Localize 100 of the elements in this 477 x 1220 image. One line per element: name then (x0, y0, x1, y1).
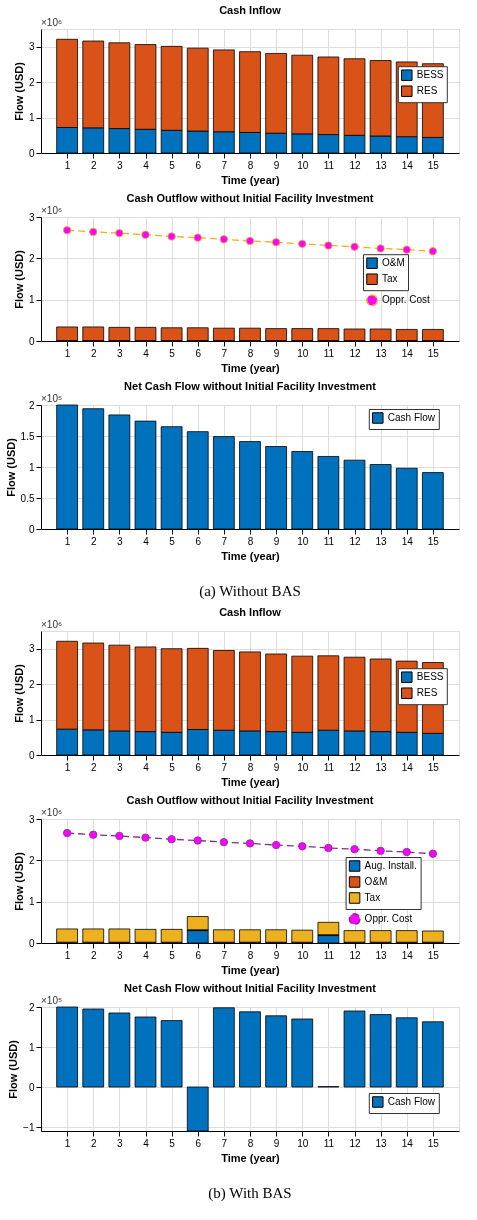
x-tick-label: 14 (401, 159, 414, 171)
x-tick-label: 12 (349, 1137, 361, 1149)
legend-label: Tax (382, 273, 398, 285)
x-tick-label: 13 (375, 347, 388, 359)
y-axis-title: Flow (USD) (7, 1039, 20, 1099)
text: ×10⁶ (41, 205, 63, 216)
x-tick-label: 1 (64, 949, 71, 961)
y-tick-label: 0 (28, 749, 35, 761)
y-axis-title: Flow (USD) (12, 851, 25, 911)
y-tick-label: 1 (28, 714, 35, 726)
legend-label: O&M (382, 257, 405, 269)
y-tick-label: 0 (28, 523, 35, 535)
x-tick-label: 12 (349, 347, 361, 359)
x-tick-label: 10 (297, 761, 309, 773)
x-tick-label: 6 (195, 535, 202, 547)
x-tick-label: 10 (297, 1137, 309, 1149)
x-tick-label: 3 (117, 159, 124, 171)
x-axis-title: Time (year) (221, 963, 281, 976)
x-tick-label: 15 (427, 535, 440, 547)
y-tick-label: 3 (28, 643, 35, 655)
x-tick-label: 9 (273, 1137, 280, 1149)
y-tick-label: 1 (28, 294, 35, 306)
x-tick-label: 2 (90, 949, 97, 961)
x-tick-label: 15 (427, 761, 440, 773)
x-tick-label: 9 (273, 761, 280, 773)
x-tick-label: 5 (169, 159, 176, 171)
chart-title: Cash Inflow (219, 606, 282, 618)
x-tick-label: 14 (401, 949, 414, 961)
x-tick-label: 11 (323, 347, 335, 359)
x-tick-label: 10 (297, 159, 309, 171)
x-tick-label: 1 (64, 535, 71, 547)
x-tick-label: 8 (247, 1137, 254, 1149)
x-tick-label: 7 (221, 347, 228, 359)
x-tick-label: 2 (90, 761, 97, 773)
x-tick-label: 15 (427, 1137, 440, 1149)
y-tick-label: 0.5 (20, 492, 35, 504)
legend-label: O&M (364, 876, 388, 887)
y-axis-title: Flow (USD) (4, 437, 17, 497)
x-tick-label: 8 (247, 159, 254, 171)
x-tick-label: 15 (427, 159, 440, 171)
legend-label: RES (416, 687, 438, 699)
x-tick-label: 2 (90, 535, 97, 547)
x-tick-label: 8 (247, 949, 254, 961)
x-tick-label: 8 (247, 535, 254, 547)
y-tick-label: 0 (28, 937, 35, 949)
chart-title: Cash Outflow without Initial Facility Investment (126, 192, 374, 204)
x-tick-label: 11 (323, 1137, 335, 1149)
x-tick-label: 3 (117, 347, 124, 359)
legend-label: Cash Flow (387, 412, 436, 423)
x-tick-label: 8 (247, 347, 254, 359)
x-tick-label: 5 (169, 761, 176, 773)
x-tick-label: 4 (143, 949, 150, 961)
x-tick-label: 13 (375, 761, 388, 773)
x-tick-label: 10 (297, 949, 309, 961)
y-tick-label: 3 (28, 813, 35, 825)
x-tick-label: 7 (221, 949, 228, 961)
x-tick-label: 7 (221, 761, 228, 773)
x-tick-label: 3 (117, 1137, 124, 1149)
x-tick-label: 1 (64, 159, 71, 171)
x-tick-label: 10 (297, 535, 309, 547)
x-tick-label: 14 (401, 535, 414, 547)
y-axis-title: Flow (USD) (12, 663, 25, 723)
text: ×10⁵ (41, 995, 63, 1006)
x-tick-label: 6 (195, 347, 202, 359)
text: (b) With BAS (208, 1185, 292, 1202)
x-axis-title: Time (year) (221, 549, 281, 562)
y-tick-label: 1 (28, 461, 35, 473)
chart-title: Cash Outflow without Initial Facility Investment (126, 794, 374, 806)
x-tick-label: 14 (401, 347, 414, 359)
x-tick-label: 1 (64, 1137, 71, 1149)
x-tick-label: 7 (221, 159, 228, 171)
x-tick-label: 9 (273, 535, 280, 547)
x-tick-label: 4 (143, 761, 150, 773)
chart-title: Cash Inflow (219, 4, 282, 16)
y-tick-label: 0 (28, 147, 35, 159)
y-tick-label: −1 (23, 1121, 35, 1133)
y-tick-label: 0 (28, 335, 35, 347)
x-tick-label: 9 (273, 159, 280, 171)
x-tick-label: 12 (349, 159, 361, 171)
x-tick-label: 13 (375, 949, 388, 961)
x-tick-label: 9 (273, 949, 280, 961)
x-tick-label: 12 (349, 761, 361, 773)
x-tick-label: 1 (64, 347, 71, 359)
x-tick-label: 11 (323, 949, 335, 961)
legend-label: Oppr. Cost (364, 913, 413, 924)
x-axis-title: Time (year) (221, 775, 281, 788)
y-tick-label: 2 (28, 854, 35, 866)
legend-label: RES (416, 85, 438, 97)
x-tick-label: 4 (143, 1137, 150, 1149)
chart-title: Net Cash Flow without Initial Facility Investment (124, 982, 377, 994)
x-tick-label: 2 (90, 1137, 97, 1149)
x-tick-label: 11 (323, 761, 335, 773)
x-tick-label: 7 (221, 1137, 228, 1149)
x-tick-label: 6 (195, 949, 202, 961)
x-tick-label: 13 (375, 159, 388, 171)
x-tick-label: 4 (143, 159, 150, 171)
text: ×10⁶ (41, 807, 63, 818)
x-tick-label: 15 (427, 347, 440, 359)
legend-label: BESS (416, 671, 444, 683)
x-tick-label: 4 (143, 535, 150, 547)
